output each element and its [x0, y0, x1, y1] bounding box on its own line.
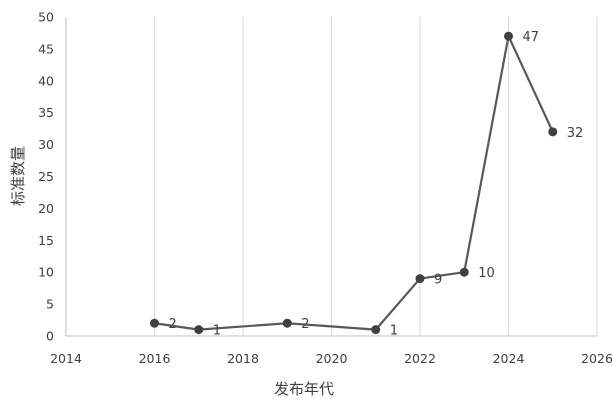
series-line [154, 35, 554, 331]
data-label: 47 [523, 30, 540, 45]
y-tick-label: 50 [38, 10, 54, 25]
y-tick-label: 45 [38, 41, 54, 56]
axis-layer [65, 17, 597, 337]
data-point [504, 31, 513, 41]
y-tick-label: 5 [46, 297, 54, 312]
data-label: 1 [390, 324, 398, 339]
data-point [459, 267, 469, 277]
y-tick-label: 25 [38, 169, 54, 184]
data-label: 10 [478, 266, 495, 281]
x-tick-label: 2024 [493, 351, 525, 366]
data-point [282, 318, 292, 328]
grid-layer [154, 17, 598, 336]
data-label: 1 [213, 324, 221, 339]
series-layer [150, 31, 558, 335]
data-point [371, 325, 381, 335]
data-label: 9 [434, 273, 442, 288]
data-label: 2 [301, 317, 309, 332]
x-tick-label: 2014 [50, 351, 82, 366]
y-tick-label: 15 [38, 233, 54, 248]
data-point [415, 274, 425, 284]
label-layer: 2014 2016 2018 2020 2022 2024 2026 0 5 10 15 20 25 30… [38, 10, 613, 367]
y-axis-title: 标准数量 [9, 146, 27, 206]
y-tick-label: 10 [38, 265, 54, 280]
data-point [194, 325, 204, 335]
x-tick-label: 2016 [139, 351, 171, 366]
data-label: 2 [169, 317, 177, 332]
y-tick-label: 20 [38, 201, 54, 216]
y-tick-label: 30 [38, 137, 54, 152]
y-tick-label: 0 [46, 329, 54, 344]
x-tick-label: 2020 [316, 351, 348, 366]
data-point [150, 318, 159, 328]
x-axis-title: 发布年代 [274, 380, 334, 398]
x-tick-label: 2018 [227, 351, 259, 366]
data-label: 32 [567, 126, 584, 141]
data-point [548, 127, 558, 137]
y-tick-label: 35 [38, 105, 54, 120]
y-tick-label: 40 [38, 73, 54, 88]
x-tick-label: 2022 [404, 351, 436, 366]
x-tick-label: 2026 [581, 351, 613, 366]
